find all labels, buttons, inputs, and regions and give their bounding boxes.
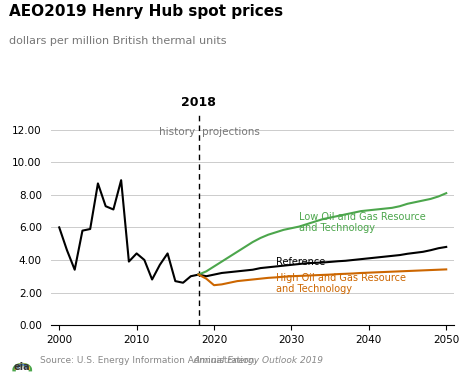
Text: history: history: [159, 127, 195, 137]
Text: AEO2019 Henry Hub spot prices: AEO2019 Henry Hub spot prices: [9, 4, 284, 19]
Text: Low Oil and Gas Resource
and Technology: Low Oil and Gas Resource and Technology: [299, 212, 426, 233]
Text: eia: eia: [14, 362, 30, 372]
Text: 2018: 2018: [181, 96, 216, 109]
Text: Annual Energy Outlook 2019: Annual Energy Outlook 2019: [193, 356, 323, 365]
Text: Source: U.S. Energy Information Administration,: Source: U.S. Energy Information Administ…: [40, 356, 260, 365]
Text: Reference: Reference: [276, 257, 325, 266]
Text: projections: projections: [202, 127, 260, 137]
Text: High Oil and Gas Resource
and Technology: High Oil and Gas Resource and Technology: [276, 273, 406, 294]
Text: dollars per million British thermal units: dollars per million British thermal unit…: [9, 36, 227, 46]
